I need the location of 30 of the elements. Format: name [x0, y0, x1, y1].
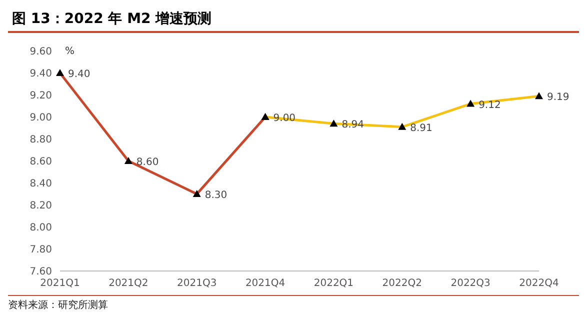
y-tick-label: 8.00 [30, 222, 52, 234]
data-label: 8.30 [204, 190, 228, 201]
y-tick-label: 8.60 [30, 156, 52, 168]
chart-title: 图 13：2022 年 M2 增速预测 [8, 8, 579, 33]
x-tick-label: 2022Q2 [382, 278, 422, 290]
y-tick-label: 9.40 [30, 68, 52, 80]
x-tick-label: 2021Q2 [108, 278, 148, 290]
x-tick-label: 2021Q4 [245, 278, 286, 290]
data-label: 9.19 [547, 92, 570, 104]
x-tick-label: 2021Q3 [177, 278, 217, 290]
data-label: 8.94 [342, 120, 364, 131]
x-tick-label: 2022Q3 [450, 278, 490, 290]
y-tick-label: 7.80 [30, 244, 52, 256]
data-label: 9.12 [478, 100, 501, 111]
data-label: 8.60 [136, 157, 159, 168]
y-tick-label: 8.20 [30, 200, 52, 212]
x-tick-label: 2022Q1 [314, 278, 354, 290]
data-label: 8.91 [410, 122, 432, 134]
x-tick-label: 2022Q4 [519, 278, 559, 290]
y-tick-label: 9.20 [30, 90, 52, 102]
data-label: 9.40 [68, 69, 90, 80]
y-axis-title: % [65, 46, 75, 57]
y-tick-label: 8.80 [30, 134, 52, 146]
x-tick-label: 2021Q1 [40, 278, 80, 290]
y-tick-label: 9.60 [30, 46, 52, 58]
y-tick-label: 8.40 [30, 178, 52, 190]
data-label: 9.00 [273, 113, 296, 124]
y-tick-label: 7.60 [30, 266, 52, 278]
y-tick-label: 9.00 [30, 112, 52, 124]
text: 资料来源：研究所测算 [8, 295, 579, 312]
